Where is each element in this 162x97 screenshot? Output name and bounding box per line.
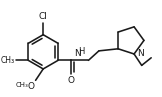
Text: Cl: Cl	[39, 12, 48, 21]
Text: N: N	[137, 49, 144, 58]
Text: O: O	[68, 76, 75, 85]
Text: CH₃: CH₃	[1, 56, 15, 65]
Text: N: N	[75, 48, 81, 58]
Text: O: O	[28, 82, 35, 91]
Text: CH₃: CH₃	[15, 82, 28, 88]
Text: H: H	[78, 47, 84, 56]
